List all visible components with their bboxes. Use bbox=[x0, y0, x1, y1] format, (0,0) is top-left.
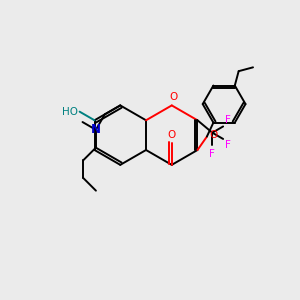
Text: O: O bbox=[209, 130, 218, 140]
Text: F: F bbox=[209, 149, 215, 159]
Text: N: N bbox=[91, 123, 101, 136]
Text: HO: HO bbox=[62, 107, 78, 117]
Text: O: O bbox=[168, 130, 176, 140]
Text: O: O bbox=[169, 92, 177, 102]
Text: F: F bbox=[225, 115, 231, 125]
Text: F: F bbox=[225, 140, 231, 150]
